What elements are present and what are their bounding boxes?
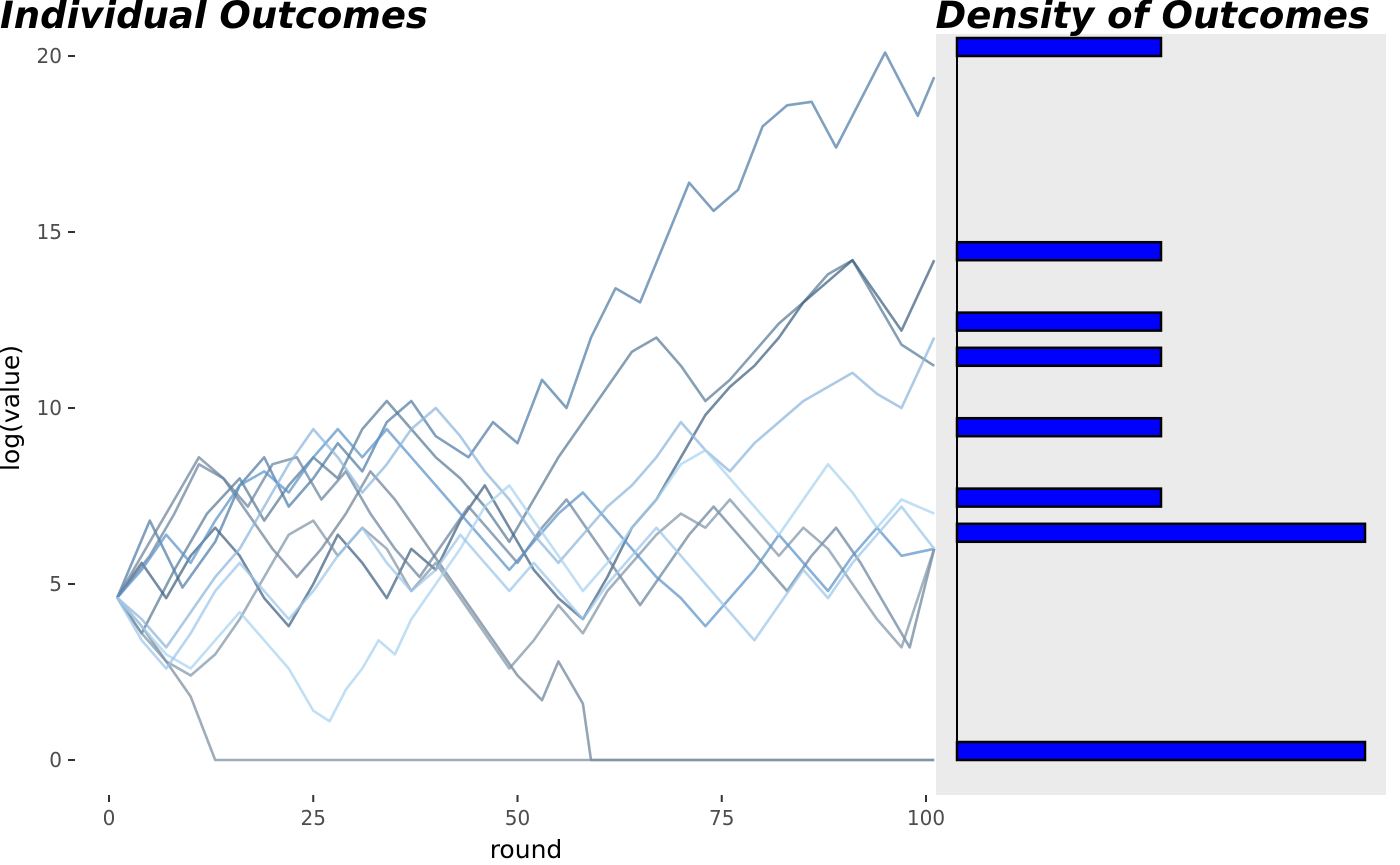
line-chart-title: Individual Outcomes [0, 0, 428, 37]
y-tick-label: 10 [37, 396, 62, 420]
density-bar [955, 416, 1163, 438]
density-bar [955, 740, 1367, 762]
density-bar [955, 346, 1163, 368]
series-lines [116, 51, 936, 762]
density-panel-background [936, 34, 1386, 795]
series-line-8 [116, 427, 935, 628]
y-tick-label: 20 [37, 44, 62, 68]
y-axis-title: log(value) [0, 345, 25, 471]
density-bar [955, 36, 1163, 58]
density-bar [955, 487, 1163, 508]
x-tick-label: 75 [709, 806, 734, 830]
y-axis-ticks: 0 5 10 15 20 [37, 44, 75, 772]
series-line-7 [116, 498, 936, 677]
y-tick-label: 15 [37, 220, 62, 244]
density-panel: Density of Outcomes [936, 0, 1386, 795]
series-line-1 [116, 51, 936, 599]
y-tick-label: 5 [49, 572, 62, 596]
x-tick-label: 50 [505, 806, 530, 830]
x-tick-label: 0 [103, 806, 116, 830]
density-bar [955, 522, 1367, 544]
x-axis-title: round [490, 835, 563, 864]
density-bar [955, 240, 1163, 262]
density-bars [955, 36, 1367, 762]
series-line-10 [116, 448, 935, 723]
series-line-4 [116, 456, 935, 762]
series-line-2 [116, 258, 935, 635]
y-tick-label: 0 [49, 748, 62, 772]
series-line-9 [116, 337, 936, 649]
x-axis-ticks: 0 25 50 75 100 [103, 795, 945, 830]
density-chart-title: Density of Outcomes [936, 0, 1370, 37]
series-line-5 [116, 596, 935, 762]
x-tick-label: 25 [301, 806, 326, 830]
x-tick-label: 100 [907, 806, 945, 830]
density-bar [955, 311, 1163, 332]
series-line-11 [116, 505, 936, 670]
